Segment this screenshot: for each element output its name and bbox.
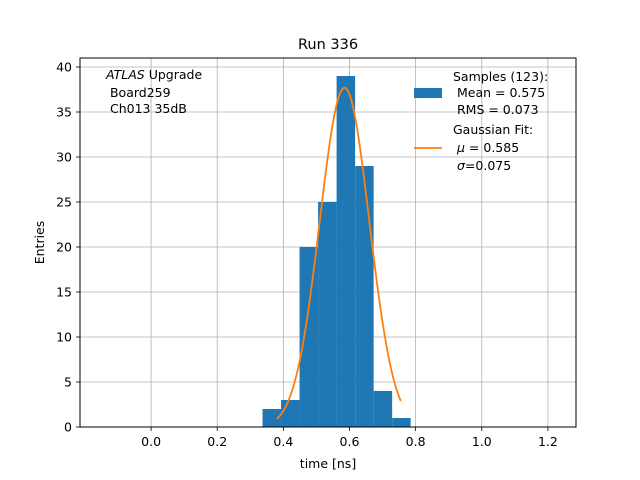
histogram-bar-1 — [281, 400, 300, 427]
y-tick-label-0: 0 — [64, 420, 72, 435]
y-tick-label-6: 30 — [56, 150, 72, 165]
upgrade-label: Upgrade — [145, 67, 203, 82]
legend-histogram-swatch — [414, 88, 442, 98]
x-axis-label: time [ns] — [300, 456, 356, 471]
x-tick-label-2: 0.4 — [273, 434, 293, 449]
atlas-annotation: ATLAS Upgrade Board259 Ch013 35dB — [105, 67, 202, 116]
legend-fit-sigma-value: =0.075 — [465, 158, 511, 173]
chart-title: Run 336 — [298, 37, 358, 53]
y-tick-label-5: 25 — [56, 195, 72, 210]
legend-fit-sigma-symbol: σ — [457, 158, 466, 173]
plot-frame — [79, 57, 577, 428]
svg-text:σ=0.075: σ=0.075 — [457, 158, 511, 173]
histogram-bar-2 — [299, 247, 319, 427]
histogram-bar-6 — [373, 391, 393, 427]
y-tick-label-4: 20 — [56, 240, 72, 255]
board-label: Board259 — [106, 85, 171, 100]
atlas-label: ATLAS — [105, 67, 145, 82]
histogram-bar-0 — [262, 409, 282, 427]
legend: Samples (123): Mean = 0.575 RMS = 0.073 … — [414, 69, 548, 173]
histogram-bars — [262, 76, 411, 427]
svg-text:ATLAS Upgrade: ATLAS Upgrade — [105, 67, 202, 82]
legend-histogram-line1: Samples (123): — [453, 69, 548, 84]
x-tick-label-4: 0.8 — [406, 434, 426, 449]
x-tick-label-3: 0.6 — [340, 434, 360, 449]
x-axis-ticks: 0.0 0.2 0.4 0.6 0.8 1.0 1.2 — [141, 427, 558, 449]
y-tick-label-1: 5 — [64, 375, 72, 390]
y-tick-label-2: 10 — [56, 330, 72, 345]
x-tick-label-5: 1.0 — [472, 434, 492, 449]
y-axis-label: Entries — [32, 221, 47, 265]
legend-histogram-line3: RMS = 0.073 — [453, 102, 539, 117]
histogram-bar-7 — [392, 418, 411, 427]
gaussian-fit-line — [276, 86, 402, 420]
channel-label: Ch013 35dB — [106, 101, 187, 116]
legend-fit-mu-value: = 0.585 — [465, 140, 519, 155]
x-tick-label-0: 0.0 — [141, 434, 161, 449]
histogram-bar-5 — [355, 166, 374, 427]
y-tick-label-7: 35 — [56, 105, 72, 120]
svg-text:μ = 0.585: μ = 0.585 — [456, 140, 519, 155]
y-tick-label-8: 40 — [56, 60, 72, 75]
gaussian-fit — [276, 86, 402, 420]
y-tick-label-3: 15 — [56, 285, 72, 300]
y-axis-ticks: 0 5 10 15 20 25 30 35 40 — [56, 60, 80, 435]
histogram-bar-3 — [318, 202, 337, 427]
x-tick-label-1: 0.2 — [207, 434, 227, 449]
x-tick-label-6: 1.2 — [538, 434, 558, 449]
histogram-bar-4 — [336, 76, 356, 427]
legend-fit-mu-symbol: μ — [456, 140, 465, 155]
legend-histogram-line2: Mean = 0.575 — [453, 85, 545, 100]
legend-fit-line1: Gaussian Fit: — [453, 122, 533, 137]
